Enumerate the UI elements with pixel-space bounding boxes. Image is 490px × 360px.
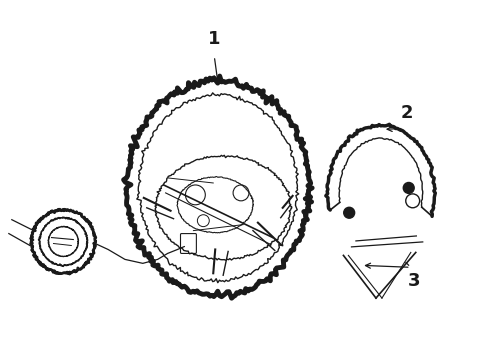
Circle shape <box>197 215 209 227</box>
Circle shape <box>233 185 249 201</box>
Text: 1: 1 <box>208 30 220 48</box>
Text: 3: 3 <box>408 272 420 290</box>
Circle shape <box>185 185 205 205</box>
Circle shape <box>403 183 414 193</box>
Circle shape <box>343 207 355 218</box>
Text: 2: 2 <box>400 104 413 122</box>
FancyBboxPatch shape <box>180 234 196 253</box>
Circle shape <box>406 194 419 208</box>
